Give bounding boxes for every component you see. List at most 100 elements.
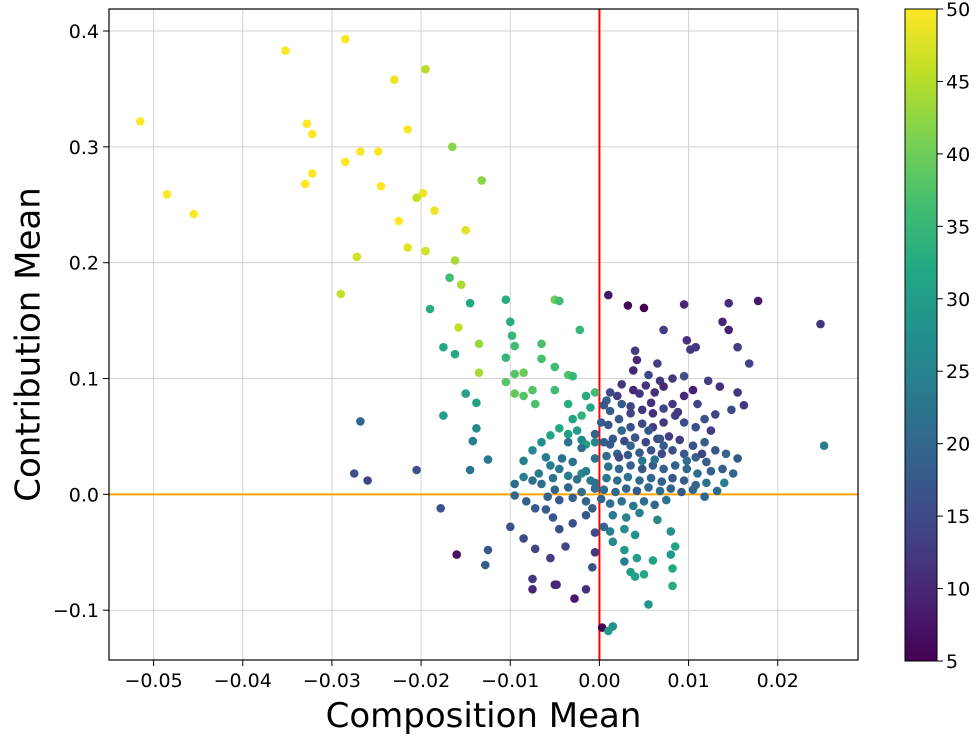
data-point (632, 355, 642, 365)
data-point (461, 225, 471, 235)
data-point (662, 495, 671, 505)
data-point (691, 342, 700, 352)
data-point (412, 193, 421, 203)
data-point (548, 513, 558, 522)
data-point (639, 303, 649, 313)
data-point (510, 479, 519, 489)
data-point (546, 431, 555, 440)
data-point (465, 298, 475, 308)
data-point (688, 385, 698, 395)
data-point (530, 544, 540, 554)
data-point (586, 403, 595, 412)
data-point (700, 437, 709, 447)
data-point (673, 407, 683, 417)
data-point (724, 298, 733, 308)
data-point (336, 289, 346, 299)
data-point (679, 449, 689, 459)
plot-frame (108, 8, 859, 661)
data-point (568, 457, 577, 467)
data-point (506, 522, 515, 532)
data-point (481, 560, 490, 570)
data-point (577, 487, 586, 497)
data-point (682, 464, 692, 474)
data-point (641, 437, 651, 447)
data-point (666, 484, 676, 493)
data-point (510, 369, 519, 379)
data-point (679, 418, 689, 427)
data-point (596, 418, 606, 427)
data-point (356, 147, 365, 156)
data-point (679, 391, 689, 401)
data-point (718, 317, 727, 327)
y-tick-label: 0.2 (69, 253, 99, 275)
data-point (650, 455, 659, 464)
data-point (702, 457, 711, 467)
data-point (670, 542, 680, 551)
data-point (702, 478, 711, 488)
data-point (650, 388, 659, 397)
data-point (530, 504, 540, 513)
data-point (302, 119, 312, 128)
data-point (519, 391, 528, 401)
data-point (657, 449, 667, 459)
data-point (639, 570, 649, 579)
colorbar-gradient (904, 8, 938, 662)
data-point (648, 409, 658, 418)
data-point (626, 441, 635, 451)
data-point (753, 296, 763, 306)
x-tick-label: −0.04 (214, 670, 272, 692)
data-point (596, 494, 606, 504)
data-point (623, 301, 633, 310)
data-point (507, 331, 517, 341)
data-point (706, 466, 716, 476)
data-point (650, 500, 659, 510)
x-tick-label: −0.02 (392, 670, 450, 692)
data-point (546, 553, 555, 563)
data-point (349, 469, 359, 478)
data-point (670, 461, 680, 470)
data-point (620, 436, 629, 446)
colorbar-tick-label: 40 (946, 144, 970, 166)
data-point (614, 464, 624, 474)
colorbar-tick-label: 30 (946, 289, 970, 311)
data-point (308, 129, 317, 139)
data-point (599, 485, 609, 495)
data-point (637, 405, 647, 415)
data-point (679, 371, 689, 381)
data-point (614, 453, 624, 462)
data-point (590, 478, 600, 488)
data-point (541, 505, 551, 514)
data-point (537, 354, 546, 364)
data-point (668, 399, 677, 409)
data-point (510, 389, 519, 398)
data-point (528, 476, 537, 485)
data-point (675, 435, 684, 445)
data-point (620, 524, 629, 534)
data-point (563, 437, 573, 447)
reference-lines (109, 9, 858, 660)
y-tick-label: 0.1 (69, 369, 99, 391)
data-point (519, 456, 528, 466)
data-point (581, 391, 591, 401)
y-axis-label: Contribution Mean (9, 187, 49, 502)
data-point (632, 486, 642, 496)
data-point (715, 382, 725, 391)
data-point (668, 473, 677, 483)
data-point (626, 422, 635, 432)
data-point (688, 485, 698, 495)
data-point (472, 424, 481, 433)
data-point (635, 476, 644, 485)
data-point (641, 381, 651, 390)
colorbar-tick-label: 15 (946, 506, 970, 528)
data-point (403, 125, 413, 134)
data-point (691, 453, 700, 462)
data-point (697, 449, 707, 459)
data-point (727, 405, 736, 415)
data-point (483, 545, 493, 555)
data-point (281, 46, 290, 55)
data-point (465, 465, 475, 475)
data-point (605, 440, 615, 449)
data-point (537, 437, 546, 447)
data-point (630, 530, 640, 540)
data-point (632, 553, 642, 563)
